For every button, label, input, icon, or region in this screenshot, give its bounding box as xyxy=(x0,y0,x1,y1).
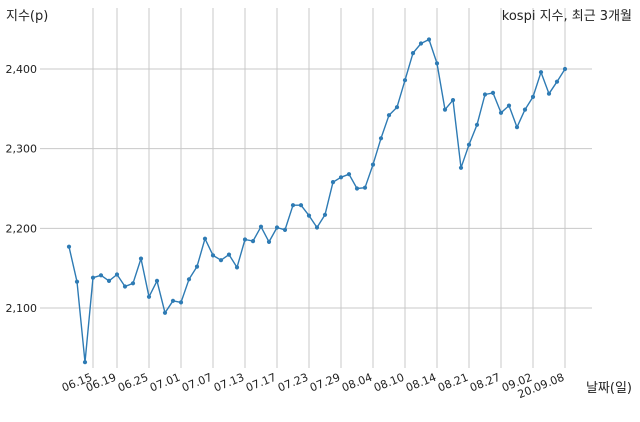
x-tick-label: 08.14 xyxy=(404,371,438,395)
data-point xyxy=(90,275,96,280)
data-point xyxy=(98,273,104,278)
y-tick-label: 2,400 xyxy=(6,63,38,76)
x-tick-label: 07.01 xyxy=(148,371,182,395)
data-point xyxy=(450,98,456,103)
data-point xyxy=(442,107,448,112)
x-tick-label: 08.10 xyxy=(372,371,406,395)
data-point xyxy=(338,175,344,180)
x-tick-label: 07.29 xyxy=(308,371,342,395)
data-point xyxy=(394,105,400,110)
data-point xyxy=(546,91,552,96)
x-tick-label: 06.25 xyxy=(116,371,150,395)
data-point xyxy=(298,203,304,208)
x-tick-label: 08.21 xyxy=(436,371,470,395)
x-tick-label: 07.23 xyxy=(276,371,310,395)
data-point xyxy=(362,185,368,190)
data-point xyxy=(154,278,160,283)
data-point xyxy=(530,94,536,99)
data-point xyxy=(522,107,528,112)
data-point xyxy=(234,265,240,270)
data-point xyxy=(482,92,488,97)
y-tick-label: 2,200 xyxy=(6,222,38,235)
data-point xyxy=(218,258,224,263)
data-point xyxy=(466,142,472,147)
series-line-group xyxy=(68,38,566,363)
data-point xyxy=(226,252,232,257)
data-point xyxy=(426,37,432,42)
data-point xyxy=(202,236,208,241)
data-point xyxy=(82,360,88,365)
data-point xyxy=(122,284,128,289)
x-tick-label: 08.27 xyxy=(468,371,502,395)
data-point xyxy=(186,277,192,282)
x-axis: 06.1506.1906.2507.0107.0707.1307.1707.23… xyxy=(60,371,566,401)
data-points xyxy=(66,37,568,365)
chart-title: kospi 지수, 최근 3개월 xyxy=(502,9,632,24)
data-point xyxy=(162,310,168,315)
data-point xyxy=(170,298,176,303)
data-point xyxy=(106,278,112,283)
data-point xyxy=(266,239,272,244)
x-tick-label: 08.04 xyxy=(340,371,374,395)
data-point xyxy=(242,237,248,242)
data-point xyxy=(74,279,80,284)
data-point xyxy=(290,203,296,208)
data-point xyxy=(434,61,440,66)
data-point xyxy=(306,213,312,218)
data-point xyxy=(178,300,184,305)
data-point xyxy=(386,113,392,118)
data-point xyxy=(514,125,520,130)
data-point xyxy=(354,186,360,191)
y-axis: 2,100 2,200 2,300 2,400 xyxy=(6,63,38,315)
data-point xyxy=(402,78,408,83)
y-axis-label: 지수(p) xyxy=(6,9,48,24)
data-point xyxy=(498,110,504,115)
data-point xyxy=(490,90,496,95)
x-tick-label: 07.07 xyxy=(180,371,214,395)
data-point xyxy=(282,227,288,232)
data-point xyxy=(554,79,560,84)
data-point xyxy=(274,225,280,230)
data-point xyxy=(410,51,416,56)
data-point xyxy=(114,272,120,277)
y-tick-label: 2,100 xyxy=(6,302,38,315)
data-point xyxy=(562,66,568,72)
data-point xyxy=(346,172,352,177)
data-point xyxy=(506,103,512,108)
data-point xyxy=(418,41,424,46)
data-point xyxy=(314,225,320,230)
data-point xyxy=(330,180,336,185)
grid xyxy=(40,8,592,368)
data-point xyxy=(194,264,200,269)
data-point xyxy=(538,70,544,75)
data-point xyxy=(370,162,376,167)
x-tick-label: 07.13 xyxy=(212,371,246,395)
data-point xyxy=(146,294,152,299)
data-point xyxy=(378,136,384,141)
y-tick-label: 2,300 xyxy=(6,143,38,156)
x-axis-label: 날짜(일) xyxy=(586,381,632,396)
data-point xyxy=(322,212,328,217)
data-point xyxy=(250,239,256,244)
data-point xyxy=(66,244,72,249)
x-tick-label: 07.17 xyxy=(244,371,278,395)
data-point xyxy=(210,253,216,258)
series-line xyxy=(68,38,566,363)
data-point xyxy=(474,122,480,127)
data-point xyxy=(458,165,464,170)
data-point xyxy=(130,281,136,286)
data-point xyxy=(258,224,264,229)
data-point xyxy=(138,256,144,261)
